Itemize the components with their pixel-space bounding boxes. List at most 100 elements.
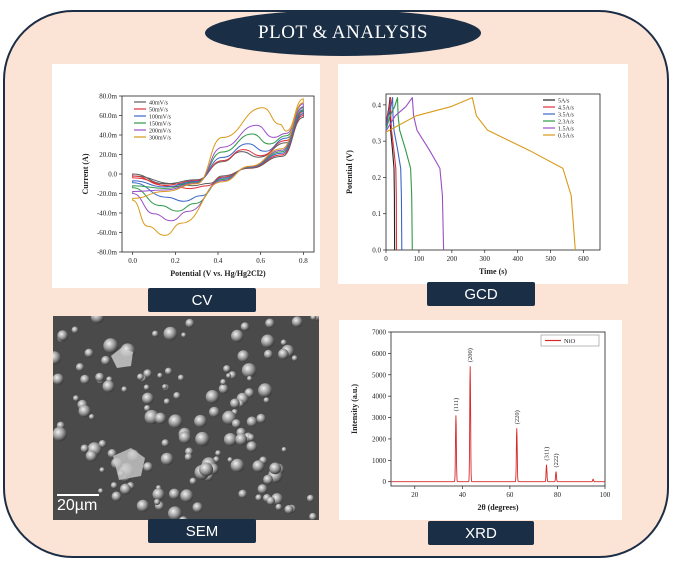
gcd-legend-label: 0.5A/s [558,133,575,139]
sem-particle [163,326,178,341]
sem-particle [205,390,220,404]
sem-particle [168,506,182,520]
sem-particle [247,375,253,382]
sem-particle [168,414,183,429]
xrd-x-axis-label: 2θ (degrees) [477,503,518,512]
sem-scale-label: 20µm [57,497,98,514]
sem-particle [240,322,250,331]
sem-particle [53,373,64,385]
xrd-x-tick-label: 20 [411,491,419,499]
gcd-y-tick-label: 0.1 [372,210,381,218]
xrd-chart: 20 40 60 80 10001000200030004000500060007000… [350,329,611,513]
sem-particle [152,330,159,337]
sem-particle [306,494,315,502]
cv-y-tick-label: 40.0m [99,132,117,140]
sem-particle [120,483,131,495]
xrd-label: XRD [428,521,534,545]
cv-y-tick-label: 20.0m [99,151,117,159]
sem-particle [169,488,180,500]
sem-particle [281,447,287,452]
sem-particle [85,450,98,462]
gcd-x-tick-label: 500 [545,255,556,263]
sem-particle [98,488,104,494]
cv-x-axis-label: Potential (V vs. Hg/Hg2Cl2) [170,269,266,278]
gcd-y-axis-label: Potential (V) [345,150,354,194]
sem-particle [256,413,266,424]
cv-y-tick-label: 80.0m [99,93,117,101]
cv-legend-label: 150mV/s [149,121,172,127]
xrd-x-tick-label: 80 [554,491,562,499]
sem-particle [103,338,119,354]
sem-particle [137,373,144,381]
sem-particle [154,498,161,506]
xrd-y-tick-label: 5000 [372,371,387,379]
sem-particle [143,369,152,378]
cv-x-tick-label: 0.0 [128,257,137,265]
gcd-series-line [385,97,445,251]
cv-legend-label: 40mV/s [149,100,169,106]
sem-particle [178,431,191,444]
xrd-legend-label: NiO [564,338,576,345]
xrd-y-tick-label: 3000 [372,414,387,422]
sem-particle [73,395,79,402]
cv-legend-label: 50mV/s [149,107,169,113]
page-title: PLOT & ANALYSIS [205,10,481,56]
cv-series-line [132,109,304,202]
sem-particle [195,431,210,447]
gcd-plot-frame [385,93,601,251]
gcd-x-tick-label: 200 [447,255,458,263]
sem-particle [237,350,250,363]
gcd-x-tick-label: 400 [512,255,523,263]
sem-background [53,316,319,520]
xrd-y-tick-label: 4000 [372,393,387,401]
sem-particle [280,339,287,346]
sem-scale-bar: 20µm [57,494,99,515]
xrd-y-tick-label: 6000 [372,350,387,358]
sem-particle [142,392,154,405]
cv-y-tick-label: -80.0m [97,249,118,257]
xrd-peak-label: (220) [514,410,521,424]
gcd-x-tick-label: 0 [384,255,388,263]
sem-particle [136,499,149,512]
sem-particle [161,439,170,447]
sem-particle [80,374,90,385]
sem-particle [84,348,94,358]
sem-particle [157,372,163,379]
sem-particle [199,462,214,477]
sem-particle [226,373,232,379]
sem-particle [310,316,317,321]
sem-particle [246,416,258,427]
sem-particle [144,405,151,412]
cv-x-tick-label: 0.2 [171,257,180,265]
sem-particle [252,460,265,473]
sem-particle [218,384,229,394]
xrd-y-tick-label: 2000 [372,435,387,443]
cv-chart-panel: 0.0 0.2 0.4 0.6 0.8 80.0m 60.0m 40.0m 20.0m 0.0 -2… [52,64,320,288]
gcd-x-tick-label: 600 [578,255,589,263]
xrd-peak-label: (311) [544,447,551,461]
sem-image: 20µm [53,316,319,520]
sem-particle [227,457,233,463]
sem-particle [238,489,247,499]
sem-particle [247,433,255,442]
xrd-chart-panel: 20 40 60 80 100 0 1000 2000 3000 4000 5000 6000 7000… [339,320,622,520]
sem-particle [257,484,268,494]
sem-particle [90,316,105,324]
cv-x-tick-label: 0.4 [214,257,223,265]
cv-y-axis-label: Current (A) [81,153,90,194]
xrd-y-tick-label: 0 [383,478,387,486]
cv-y-tick-label: -60.0m [97,229,118,237]
sem-particle [184,453,193,461]
sem-particle [246,441,258,452]
sem-particle [291,355,298,362]
cv-x-tick-label: 0.6 [256,257,265,265]
sem-particle [255,494,262,501]
sem-particle [209,406,220,418]
sem-particle [258,383,273,398]
cv-y-tick-label: 0.0 [108,171,117,179]
cv-series-line [132,106,304,212]
cv-series-line [132,98,304,236]
sem-micrograph [53,316,319,520]
cv-y-tick-label: -20.0m [97,190,118,198]
sem-crystal [113,448,145,480]
